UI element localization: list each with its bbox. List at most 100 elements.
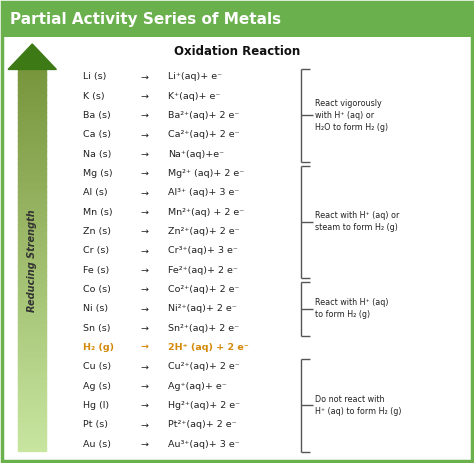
Polygon shape	[8, 44, 56, 69]
Bar	[18, 255, 46, 258]
Bar	[18, 234, 46, 238]
Text: →: →	[141, 188, 148, 197]
Text: Al³⁺ (aq)+ 3 e⁻: Al³⁺ (aq)+ 3 e⁻	[168, 188, 240, 197]
Text: Mn²⁺(aq) + 2 e⁻: Mn²⁺(aq) + 2 e⁻	[168, 207, 245, 217]
Bar	[18, 186, 46, 189]
Bar	[18, 252, 46, 256]
Text: →: →	[141, 246, 148, 255]
Bar	[18, 87, 46, 90]
Bar	[18, 225, 46, 227]
Text: Co (s): Co (s)	[83, 285, 111, 294]
Bar	[18, 181, 46, 184]
Bar	[18, 344, 46, 347]
Bar	[18, 438, 46, 441]
Text: Ni (s): Ni (s)	[83, 304, 108, 313]
Bar	[18, 212, 46, 215]
Bar	[18, 178, 46, 181]
Bar	[18, 84, 46, 87]
Bar	[18, 293, 46, 296]
Text: Pt²⁺(aq)+ 2 e⁻: Pt²⁺(aq)+ 2 e⁻	[168, 420, 237, 429]
Bar	[18, 188, 46, 192]
Bar	[18, 407, 46, 411]
Bar	[18, 367, 46, 370]
Bar	[18, 92, 46, 95]
Bar	[18, 112, 46, 115]
Bar	[18, 425, 46, 429]
Text: →: →	[141, 111, 148, 120]
Bar	[18, 209, 46, 212]
Bar	[18, 332, 46, 334]
Bar	[18, 321, 46, 324]
Bar	[18, 265, 46, 268]
Bar	[18, 410, 46, 413]
Bar	[18, 342, 46, 344]
Bar	[18, 390, 46, 393]
Text: →: →	[141, 439, 148, 449]
Text: Mg (s): Mg (s)	[83, 169, 112, 178]
Bar	[18, 166, 46, 169]
Bar	[18, 148, 46, 151]
Text: Sn (s): Sn (s)	[83, 324, 110, 332]
Bar	[18, 217, 46, 220]
Bar	[18, 199, 46, 202]
Bar	[18, 444, 46, 446]
Text: →: →	[141, 343, 148, 352]
Bar	[18, 400, 46, 403]
Bar	[18, 377, 46, 380]
Bar	[18, 153, 46, 156]
Bar	[18, 74, 46, 77]
Bar	[18, 357, 46, 360]
Text: Ca²⁺(aq)+ 2 e⁻: Ca²⁺(aq)+ 2 e⁻	[168, 130, 240, 139]
Bar	[18, 240, 46, 243]
Bar	[18, 319, 46, 321]
Bar	[18, 316, 46, 319]
Bar	[18, 69, 46, 72]
Text: Oxidation Reaction: Oxidation Reaction	[174, 45, 300, 58]
Bar	[18, 257, 46, 260]
Bar	[18, 362, 46, 365]
FancyBboxPatch shape	[2, 2, 472, 37]
Text: Li⁺(aq)+ e⁻: Li⁺(aq)+ e⁻	[168, 72, 222, 81]
Bar	[18, 359, 46, 362]
Bar	[18, 244, 46, 248]
Bar	[18, 280, 46, 283]
Bar	[18, 339, 46, 342]
Bar	[18, 227, 46, 230]
Bar	[18, 324, 46, 327]
Bar	[18, 441, 46, 444]
Text: Ca (s): Ca (s)	[83, 130, 111, 139]
Bar	[18, 375, 46, 378]
Bar	[18, 132, 46, 136]
Bar	[18, 387, 46, 390]
Bar	[18, 204, 46, 207]
Bar	[18, 311, 46, 314]
Bar	[18, 130, 46, 133]
Text: Co²⁺(aq)+ 2 e⁻: Co²⁺(aq)+ 2 e⁻	[168, 285, 240, 294]
Bar	[18, 229, 46, 232]
Text: Na⁺(aq)+e⁻: Na⁺(aq)+e⁻	[168, 150, 224, 159]
Bar	[18, 273, 46, 275]
Text: →: →	[141, 382, 148, 391]
Text: →: →	[141, 304, 148, 313]
Bar	[18, 117, 46, 120]
Text: 2H⁺ (aq) + 2 e⁻: 2H⁺ (aq) + 2 e⁻	[168, 343, 249, 352]
Text: →: →	[141, 362, 148, 371]
Bar	[18, 336, 46, 339]
Text: Au (s): Au (s)	[83, 439, 111, 449]
Bar	[18, 420, 46, 423]
Bar	[18, 122, 46, 125]
Bar	[18, 81, 46, 85]
Text: →: →	[141, 72, 148, 81]
Bar	[18, 194, 46, 197]
Bar	[18, 97, 46, 100]
Text: →: →	[141, 401, 148, 410]
Bar	[18, 275, 46, 278]
Bar	[18, 143, 46, 146]
Bar	[18, 431, 46, 433]
Text: →: →	[141, 324, 148, 332]
Bar	[18, 397, 46, 400]
Bar	[18, 145, 46, 148]
Bar	[18, 206, 46, 209]
Text: React with H⁺ (aq) or
steam to form H₂ (g): React with H⁺ (aq) or steam to form H₂ (…	[315, 212, 400, 232]
Bar	[18, 405, 46, 408]
